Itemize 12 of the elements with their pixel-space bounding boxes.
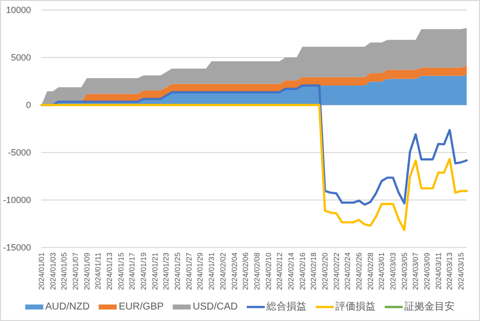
legend-label: 評価損益 — [336, 300, 376, 312]
y-tick-label: -15000 — [2, 242, 31, 252]
y-tick-label: 0 — [26, 100, 31, 110]
y-tick-label: -10000 — [2, 195, 31, 205]
legend-label: 証拠金目安 — [404, 300, 455, 312]
legend-label: USD/CAD — [192, 302, 238, 312]
legend-label: AUD/NZD — [45, 302, 90, 312]
legend-label: EUR/GBP — [118, 302, 164, 312]
legend-label: 総合損益 — [266, 300, 307, 312]
y-tick-label: 5000 — [10, 52, 31, 62]
y-tick-label: 10000 — [6, 5, 31, 15]
y-tick-label: -5000 — [8, 148, 31, 158]
